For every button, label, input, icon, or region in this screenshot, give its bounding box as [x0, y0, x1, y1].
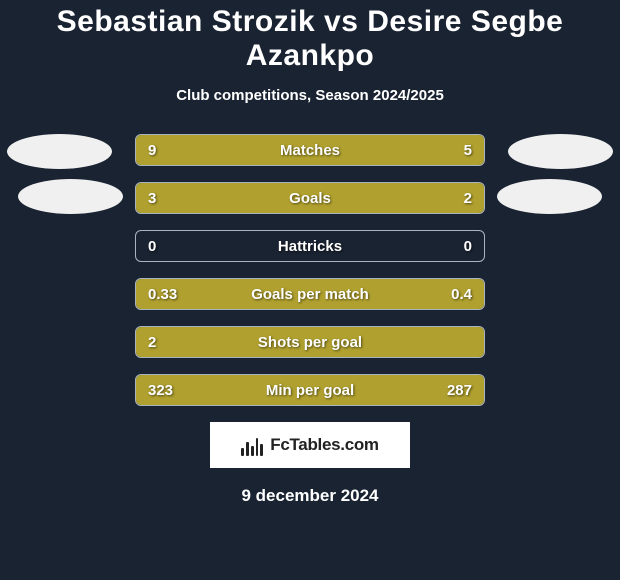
- fctables-bars-icon: [241, 434, 263, 456]
- player-right-photo-1: [508, 134, 613, 169]
- subtitle: Club competitions, Season 2024/2025: [0, 87, 620, 104]
- stat-value-right: 5: [464, 135, 472, 165]
- stat-row: 0.33Goals per match0.4: [135, 278, 485, 310]
- stat-label: Goals: [136, 183, 484, 213]
- stat-row: 2Shots per goal: [135, 326, 485, 358]
- player-right-photo-2: [497, 179, 602, 214]
- comparison-infographic: Sebastian Strozik vs Desire Segbe Azankp…: [0, 0, 620, 580]
- stat-label: Min per goal: [136, 375, 484, 405]
- page-title: Sebastian Strozik vs Desire Segbe Azankp…: [0, 5, 620, 73]
- logo-bar: [251, 446, 254, 456]
- logo-bar: [241, 448, 244, 456]
- content-area: 9Matches5 3Goals2 0Hattricks0 0.33Goals per…: [0, 134, 620, 506]
- stat-value-right: 0: [464, 231, 472, 261]
- stat-label: Matches: [136, 135, 484, 165]
- stats-list: 9Matches5 3Goals2 0Hattricks0 0.33Goals per…: [135, 134, 485, 406]
- stat-row: 0Hattricks0: [135, 230, 485, 262]
- stat-value-right: 2: [464, 183, 472, 213]
- stat-label: Hattricks: [136, 231, 484, 261]
- player-left-photo-2: [18, 179, 123, 214]
- stat-label: Goals per match: [136, 279, 484, 309]
- logo-bar: [260, 444, 263, 456]
- source-logo: FcTables.com: [210, 422, 410, 468]
- player-left-photo-1: [7, 134, 112, 169]
- source-logo-text: FcTables.com: [270, 435, 379, 455]
- stat-label: Shots per goal: [136, 327, 484, 357]
- stat-row: 3Goals2: [135, 182, 485, 214]
- stat-row: 323Min per goal287: [135, 374, 485, 406]
- stat-row: 9Matches5: [135, 134, 485, 166]
- stat-value-right: 287: [447, 375, 472, 405]
- date-label: 9 december 2024: [0, 486, 620, 506]
- stat-value-right: 0.4: [451, 279, 472, 309]
- logo-bar: [256, 438, 259, 456]
- logo-bar: [246, 442, 249, 456]
